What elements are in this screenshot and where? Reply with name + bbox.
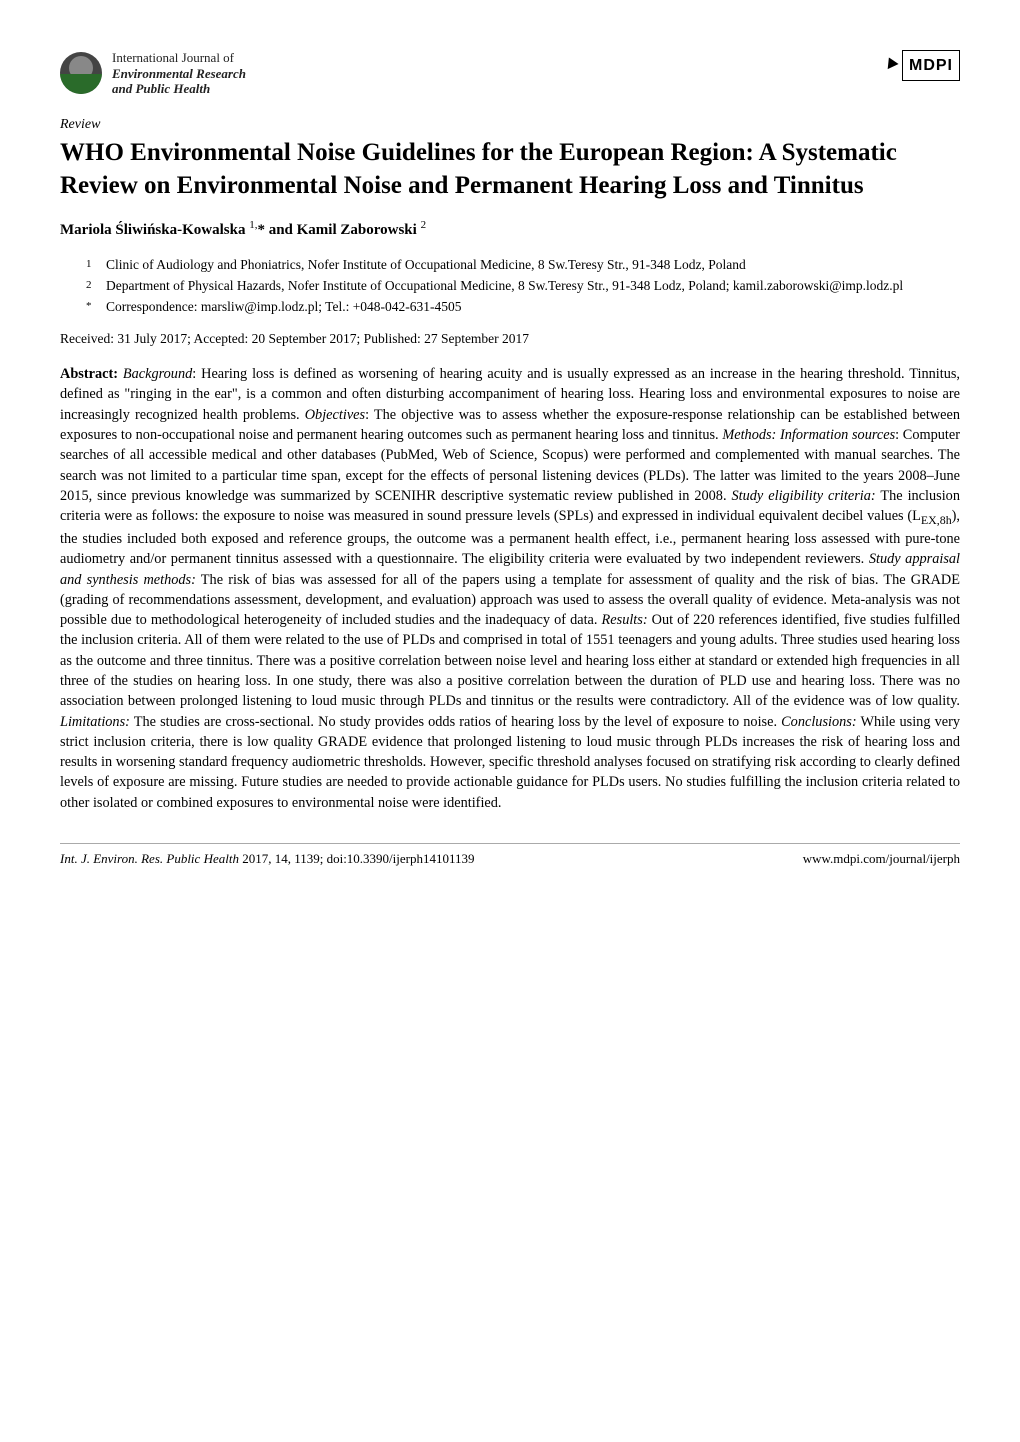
publication-dates: Received: 31 July 2017; Accepted: 20 Sep… xyxy=(60,329,960,349)
journal-logo-icon xyxy=(60,52,102,94)
mdpi-logo: MDPI xyxy=(902,50,960,81)
affiliation-num: 2 xyxy=(86,277,106,296)
footer: Int. J. Environ. Res. Public Health 2017… xyxy=(60,843,960,869)
affiliation-item: *Correspondence: marsliw@imp.lodz.pl; Te… xyxy=(86,298,960,317)
article-title: WHO Environmental Noise Guidelines for t… xyxy=(60,137,960,202)
authors: Mariola Śliwińska-Kowalska 1,* and Kamil… xyxy=(60,218,960,242)
affiliation-text: Department of Physical Hazards, Nofer In… xyxy=(106,277,903,296)
affiliation-text: Clinic of Audiology and Phoniatrics, Nof… xyxy=(106,256,746,275)
footer-citation: Int. J. Environ. Res. Public Health 2017… xyxy=(60,850,475,869)
footer-url: www.mdpi.com/journal/ijerph xyxy=(803,850,960,869)
header: International Journal of Environmental R… xyxy=(60,50,960,97)
affiliation-num: 1 xyxy=(86,256,106,275)
journal-line1: International Journal of xyxy=(112,50,246,66)
journal-line2b: and Public Health xyxy=(112,81,246,97)
affiliations: 1Clinic of Audiology and Phoniatrics, No… xyxy=(60,256,960,317)
footer-rest: 2017, 14, 1139; doi:10.3390/ijerph141011… xyxy=(239,851,475,866)
affiliation-num: * xyxy=(86,298,106,317)
affiliation-item: 2Department of Physical Hazards, Nofer I… xyxy=(86,277,960,296)
footer-journal: Int. J. Environ. Res. Public Health xyxy=(60,851,239,866)
journal-block: International Journal of Environmental R… xyxy=(60,50,246,97)
article-type: Review xyxy=(60,115,960,135)
affiliation-item: 1Clinic of Audiology and Phoniatrics, No… xyxy=(86,256,960,275)
journal-text: International Journal of Environmental R… xyxy=(112,50,246,97)
journal-line2a: Environmental Research xyxy=(112,66,246,82)
affiliation-text: Correspondence: marsliw@imp.lodz.pl; Tel… xyxy=(106,298,462,317)
abstract: Abstract: Background: Hearing loss is de… xyxy=(60,364,960,813)
